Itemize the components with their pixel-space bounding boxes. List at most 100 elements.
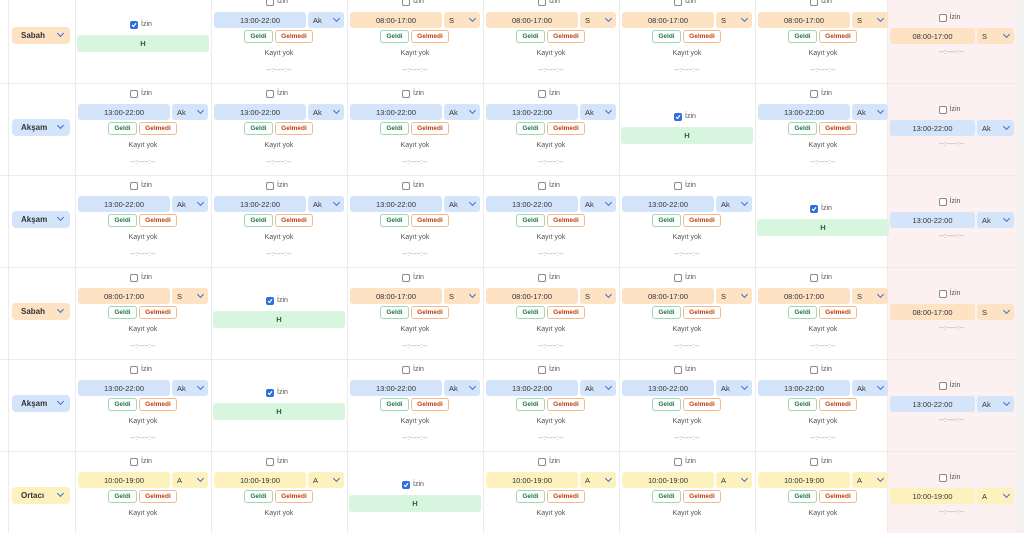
gelmedi-button[interactable]: Gelmedi (411, 214, 449, 227)
gelmedi-button[interactable]: Gelmedi (411, 306, 449, 319)
time-select[interactable]: 08:00-17:00 (758, 288, 850, 304)
time-select[interactable]: 10:00-19:00 (486, 472, 578, 488)
code-select[interactable]: S (852, 288, 888, 304)
gelmedi-button[interactable]: Gelmedi (547, 398, 585, 411)
time-select[interactable]: 10:00-19:00 (890, 488, 975, 504)
gelmedi-button[interactable]: Gelmedi (275, 30, 313, 43)
code-select[interactable]: A (172, 472, 208, 488)
code-select[interactable]: Ak (172, 196, 208, 212)
checkbox[interactable] (538, 0, 546, 6)
code-select[interactable]: S (716, 288, 752, 304)
shift-select[interactable]: Sabah (12, 27, 70, 44)
time-select[interactable]: 08:00-17:00 (758, 12, 850, 28)
time-select[interactable]: 08:00-17:00 (350, 288, 442, 304)
gelmedi-button[interactable]: Gelmedi (683, 490, 721, 503)
geldi-button[interactable]: Geldi (380, 214, 409, 227)
time-select[interactable]: 13:00-22:00 (486, 104, 578, 120)
checkbox[interactable] (674, 458, 682, 466)
code-select[interactable]: Ak (852, 380, 888, 396)
geldi-button[interactable]: Geldi (652, 398, 681, 411)
code-select[interactable]: Ak (172, 104, 208, 120)
shift-select[interactable]: Akşam (12, 395, 70, 412)
time-select[interactable]: 13:00-22:00 (214, 12, 306, 28)
code-select[interactable]: S (977, 304, 1014, 320)
code-select[interactable]: Ak (444, 380, 480, 396)
geldi-button[interactable]: Geldi (652, 490, 681, 503)
code-select[interactable]: A (852, 472, 888, 488)
geldi-button[interactable]: Geldi (652, 306, 681, 319)
code-select[interactable]: Ak (580, 380, 616, 396)
geldi-button[interactable]: Geldi (380, 122, 409, 135)
checkbox[interactable] (538, 366, 546, 374)
checkbox[interactable] (402, 182, 410, 190)
gelmedi-button[interactable]: Gelmedi (819, 122, 857, 135)
gelmedi-button[interactable]: Gelmedi (139, 214, 177, 227)
geldi-button[interactable]: Geldi (788, 490, 817, 503)
geldi-button[interactable]: Geldi (516, 306, 545, 319)
checkbox[interactable] (674, 274, 682, 282)
checkbox[interactable] (810, 458, 818, 466)
geldi-button[interactable]: Geldi (380, 30, 409, 43)
geldi-button[interactable]: Geldi (244, 122, 273, 135)
code-select[interactable]: S (977, 28, 1014, 44)
time-select[interactable]: 13:00-22:00 (890, 212, 975, 228)
time-select[interactable]: 13:00-22:00 (78, 104, 170, 120)
code-select[interactable]: S (580, 12, 616, 28)
code-select[interactable]: Ak (172, 380, 208, 396)
time-select[interactable]: 08:00-17:00 (622, 12, 714, 28)
code-select[interactable]: S (444, 12, 480, 28)
checkbox[interactable] (266, 458, 274, 466)
checkbox[interactable] (266, 182, 274, 190)
checkbox[interactable] (938, 198, 947, 206)
geldi-button[interactable]: Geldi (652, 214, 681, 227)
checkbox[interactable] (674, 366, 682, 374)
code-select[interactable]: S (172, 288, 208, 304)
checkbox[interactable] (266, 0, 274, 6)
gelmedi-button[interactable]: Gelmedi (819, 490, 857, 503)
checkbox[interactable] (402, 274, 410, 282)
time-select[interactable]: 08:00-17:00 (486, 288, 578, 304)
time-select[interactable]: 13:00-22:00 (78, 196, 170, 212)
geldi-button[interactable]: Geldi (108, 214, 137, 227)
checkbox[interactable] (938, 14, 947, 22)
checkbox[interactable] (130, 21, 138, 29)
time-select[interactable]: 10:00-19:00 (78, 472, 170, 488)
gelmedi-button[interactable]: Gelmedi (547, 490, 585, 503)
gelmedi-button[interactable]: Gelmedi (275, 214, 313, 227)
gelmedi-button[interactable]: Gelmedi (139, 306, 177, 319)
time-select[interactable]: 10:00-19:00 (214, 472, 306, 488)
time-select[interactable]: 13:00-22:00 (214, 196, 306, 212)
time-select[interactable]: 08:00-17:00 (486, 12, 578, 28)
gelmedi-button[interactable]: Gelmedi (139, 490, 177, 503)
code-select[interactable]: Ak (444, 104, 480, 120)
geldi-button[interactable]: Geldi (108, 490, 137, 503)
gelmedi-button[interactable]: Gelmedi (411, 30, 449, 43)
gelmedi-button[interactable]: Gelmedi (683, 398, 721, 411)
checkbox[interactable] (402, 90, 410, 98)
code-select[interactable]: Ak (977, 396, 1014, 412)
gelmedi-button[interactable]: Gelmedi (819, 398, 857, 411)
checkbox[interactable] (938, 474, 947, 482)
code-select[interactable]: S (580, 288, 616, 304)
geldi-button[interactable]: Geldi (244, 30, 273, 43)
geldi-button[interactable]: Geldi (516, 490, 545, 503)
time-select[interactable]: 13:00-22:00 (350, 380, 442, 396)
checkbox[interactable] (402, 481, 410, 489)
code-select[interactable]: Ak (308, 196, 344, 212)
checkbox[interactable] (810, 274, 818, 282)
gelmedi-button[interactable]: Gelmedi (411, 398, 449, 411)
time-select[interactable]: 13:00-22:00 (78, 380, 170, 396)
gelmedi-button[interactable]: Gelmedi (275, 490, 313, 503)
checkbox[interactable] (538, 274, 546, 282)
gelmedi-button[interactable]: Gelmedi (683, 306, 721, 319)
geldi-button[interactable]: Geldi (788, 30, 817, 43)
geldi-button[interactable]: Geldi (516, 30, 545, 43)
checkbox[interactable] (810, 90, 818, 98)
time-select[interactable]: 13:00-22:00 (486, 196, 578, 212)
geldi-button[interactable]: Geldi (652, 30, 681, 43)
code-select[interactable]: Ak (308, 104, 344, 120)
time-select[interactable]: 13:00-22:00 (758, 380, 850, 396)
time-select[interactable]: 13:00-22:00 (622, 380, 714, 396)
gelmedi-button[interactable]: Gelmedi (139, 398, 177, 411)
code-select[interactable]: S (444, 288, 480, 304)
